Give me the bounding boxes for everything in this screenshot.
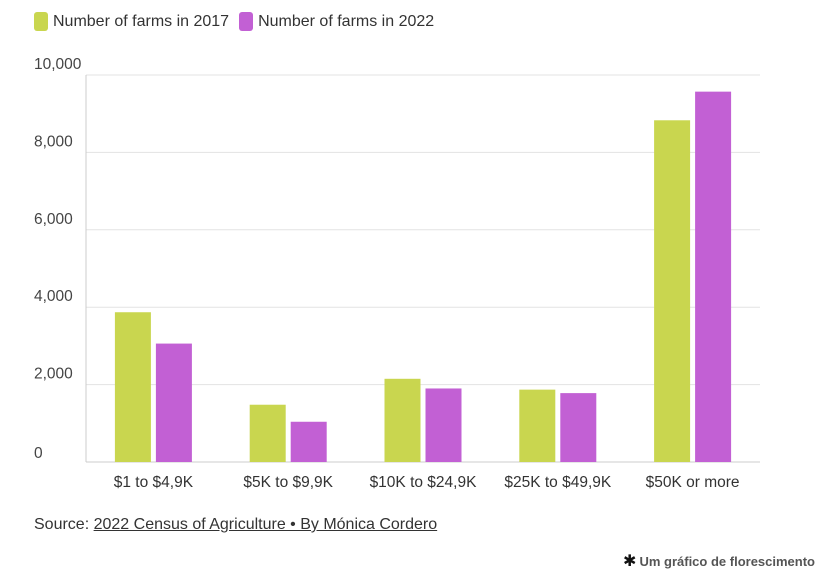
legend-label-2022: Number of farms in 2022 (258, 12, 435, 30)
credit[interactable]: ✱ Um gráfico de florescimento (623, 551, 815, 571)
y-tick-label: 0 (34, 445, 43, 462)
asterisk-icon: ✱ (623, 553, 637, 570)
x-tick-label: $50K or more (646, 474, 740, 491)
x-tick-label: $10K to $24,9K (370, 474, 478, 491)
bar-2022[interactable] (560, 393, 597, 462)
legend-label-2017: Number of farms in 2017 (53, 12, 230, 30)
credit-label: Um gráfico de florescimento (639, 553, 815, 569)
bar-2017[interactable] (114, 312, 151, 462)
bar-2017[interactable] (519, 389, 556, 462)
legend-swatch-2017 (34, 12, 48, 31)
bar-2022[interactable] (155, 343, 192, 462)
x-tick-label: $25K to $49,9K (504, 474, 612, 491)
source-line: Source: 2022 Census of Agriculture • By … (34, 516, 437, 534)
x-tick-label: $1 to $4,9K (114, 474, 194, 491)
y-tick-label: 10,000 (34, 56, 82, 73)
legend-swatch-2022 (239, 12, 254, 31)
x-tick-label: $5K to $9,9K (243, 474, 333, 491)
bar-2017[interactable] (249, 404, 286, 462)
source-link[interactable]: 2022 Census of Agriculture • By Mónica C… (93, 516, 438, 533)
bar-2022[interactable] (425, 388, 462, 462)
y-tick-label: 2,000 (34, 366, 73, 383)
bar-2022[interactable] (695, 91, 732, 463)
legend-item-2022[interactable]: Number of farms in 2022 (239, 12, 434, 31)
legend: Number of farms in 2017 Number of farms … (34, 12, 434, 31)
legend-item-2017[interactable]: Number of farms in 2017 (34, 12, 229, 31)
y-tick-label: 6,000 (34, 211, 73, 228)
y-tick-label: 4,000 (34, 288, 73, 305)
y-tick-label: 8,000 (34, 133, 73, 150)
bar-2017[interactable] (654, 120, 691, 463)
bar-2022[interactable] (290, 421, 327, 462)
bar-chart: 0 2,000 4,000 6,000 8,000 10,000 $1 to $4,9K $5… (34, 56, 760, 491)
source-prefix: Source: (34, 516, 94, 533)
bar-2017[interactable] (384, 378, 421, 462)
